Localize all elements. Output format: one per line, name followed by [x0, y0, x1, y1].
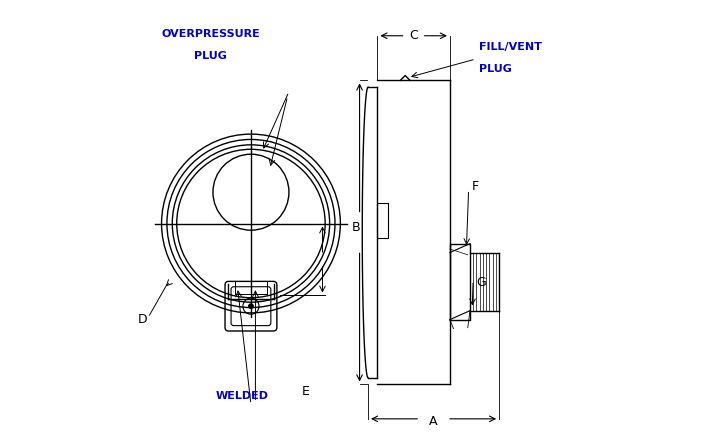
- Text: FILL/VENT: FILL/VENT: [479, 42, 542, 52]
- Text: F: F: [472, 180, 479, 194]
- Text: C: C: [409, 29, 418, 42]
- Text: A: A: [429, 414, 437, 428]
- Text: E: E: [301, 384, 309, 398]
- Text: OVERPRESSURE: OVERPRESSURE: [162, 29, 260, 38]
- Text: PLUG: PLUG: [194, 51, 227, 61]
- Text: WELDED: WELDED: [216, 391, 268, 401]
- Text: PLUG: PLUG: [479, 64, 512, 74]
- Circle shape: [248, 304, 253, 308]
- Text: B: B: [352, 221, 360, 235]
- Text: D: D: [137, 313, 147, 326]
- Text: G: G: [477, 276, 486, 289]
